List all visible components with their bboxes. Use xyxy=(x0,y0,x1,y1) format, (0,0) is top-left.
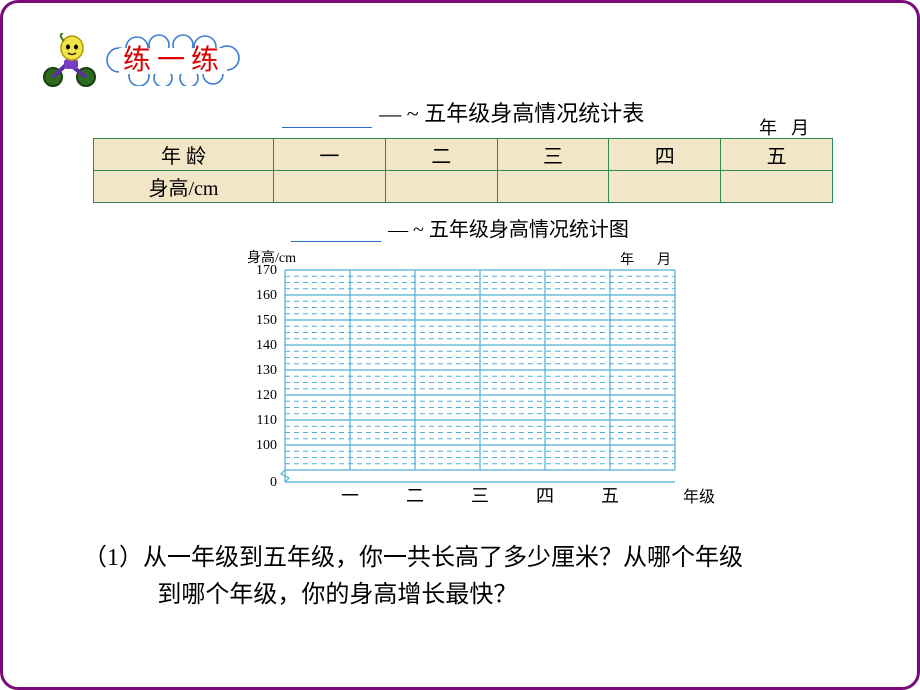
chart-title: — ~ 五年级身高情况统计图 xyxy=(291,213,629,242)
mascot-icon xyxy=(38,33,103,88)
svg-text:120: 120 xyxy=(256,388,277,403)
svg-text:四: 四 xyxy=(536,486,554,506)
row-head-height: 身高/cm xyxy=(94,171,274,203)
row-head-age: 年 龄 xyxy=(94,139,274,171)
question-line2: 到哪个年级，你的身高增长最快？ xyxy=(157,582,517,608)
cell: 四 xyxy=(609,139,721,171)
svg-text:三: 三 xyxy=(471,486,489,506)
stat-chart-block: — ~ 五年级身高情况统计图 身高/cm年月170160150140130120… xyxy=(23,213,897,506)
question-line1: 从一年级到五年级，你一共长高了多少厘米？从哪个年级 xyxy=(143,545,743,571)
svg-text:年级: 年级 xyxy=(683,488,715,506)
cell: 二 xyxy=(385,139,497,171)
svg-text:100: 100 xyxy=(256,438,277,453)
stat-table-block: — ~ 五年级身高情况统计表 年月 年 龄 一 二 三 四 五 身高/cm xyxy=(93,96,833,203)
stat-table: 年 龄 一 二 三 四 五 身高/cm xyxy=(93,138,833,203)
cell: 一 xyxy=(274,139,386,171)
svg-text:二: 二 xyxy=(406,486,424,506)
svg-text:110: 110 xyxy=(257,413,277,428)
slide-frame: 练一练 — ~ 五年级身高情况统计表 年月 年 龄 一 二 三 四 五 xyxy=(0,0,920,690)
svg-text:0: 0 xyxy=(270,475,277,490)
cell xyxy=(721,171,833,203)
svg-text:年: 年 xyxy=(620,252,634,268)
svg-text:150: 150 xyxy=(256,313,277,328)
chart-canvas: 身高/cm年月1701601501401301201101000一二三四五年级 xyxy=(200,246,720,506)
header-bar: 练一练 xyxy=(38,33,897,88)
chart-title-text: — ~ 五年级身高情况统计图 xyxy=(388,219,629,241)
cell: 五 xyxy=(721,139,833,171)
content-region: 练一练 — ~ 五年级身高情况统计表 年月 年 龄 一 二 三 四 五 xyxy=(23,33,897,657)
chart-title-blank xyxy=(291,241,381,242)
cell: 三 xyxy=(497,139,609,171)
svg-text:170: 170 xyxy=(256,263,277,278)
svg-text:五: 五 xyxy=(601,486,619,506)
cell xyxy=(274,171,386,203)
cell xyxy=(497,171,609,203)
practice-badge-text: 练一练 xyxy=(113,38,243,83)
practice-badge: 练一练 xyxy=(113,38,243,83)
table-row: 年 龄 一 二 三 四 五 xyxy=(94,139,833,171)
question-number: （1） xyxy=(83,545,143,571)
table-title-blank xyxy=(282,127,372,128)
svg-text:月: 月 xyxy=(657,252,671,268)
cell xyxy=(385,171,497,203)
table-title: — ~ 五年级身高情况统计表 年月 xyxy=(93,96,833,128)
chart-svg: 身高/cm年月1701601501401301201101000一二三四五年级 xyxy=(200,246,720,506)
svg-text:一: 一 xyxy=(341,486,359,506)
cell xyxy=(609,171,721,203)
svg-text:140: 140 xyxy=(256,338,277,353)
question-text: （1）从一年级到五年级，你一共长高了多少厘米？从哪个年级 到哪个年级，你的身高增… xyxy=(83,540,857,614)
table-date: 年月 xyxy=(759,114,823,140)
table-title-text: — ~ 五年级身高情况统计表 xyxy=(379,101,644,126)
table-row: 身高/cm xyxy=(94,171,833,203)
svg-text:160: 160 xyxy=(256,288,277,303)
svg-text:130: 130 xyxy=(256,363,277,378)
